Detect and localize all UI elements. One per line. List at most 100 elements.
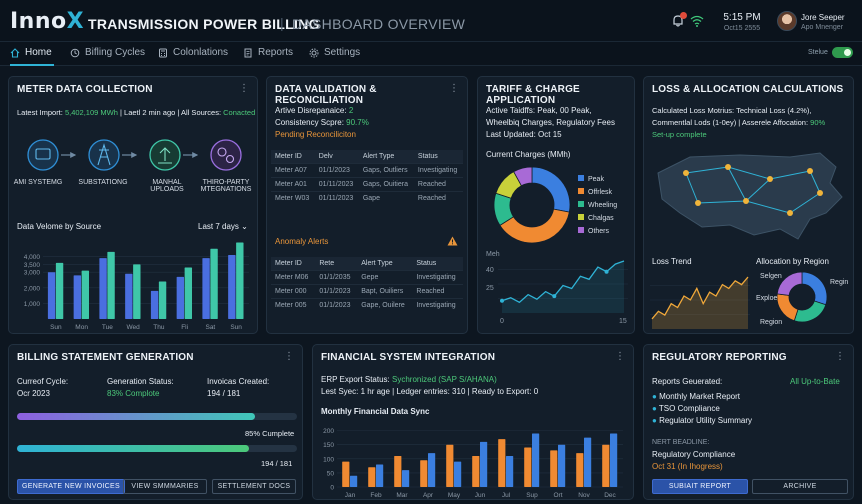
trend-xtick: 15 — [619, 318, 627, 325]
table-row[interactable]: Meter 005 01/1/2023 Gape, Ouilere Investiga… — [271, 298, 463, 312]
y-tick-label: 4,000 — [24, 254, 41, 261]
bar — [73, 275, 82, 319]
deadline-date: Oct 31 (In Ihogress) — [652, 462, 723, 471]
bar — [368, 467, 376, 487]
bar — [446, 444, 454, 487]
report-list: ● Monthly Market Report ● TSO Compliance… — [652, 391, 752, 427]
card-menu-icon[interactable]: ⋮ — [835, 351, 845, 362]
x-tick-label: Nov — [578, 492, 590, 499]
regulatory-card: REGULATORY REPORTING ⋮ Reports Geuerated… — [643, 344, 854, 500]
pie-slice — [776, 293, 799, 322]
bar — [99, 258, 107, 319]
bar — [576, 453, 584, 487]
list-item[interactable]: ● Regulator Utility Summary — [652, 416, 752, 425]
data-point — [552, 294, 557, 299]
anomaly-title: Anomaly Alerts — [275, 237, 329, 246]
bar — [47, 272, 56, 319]
table-row[interactable]: Meter A01 01/11/2023 Gaps, Ouitiera Reached — [271, 177, 463, 192]
y-tick-label: 50 — [327, 470, 335, 477]
x-tick-label: May — [448, 492, 461, 499]
view-summaries-button[interactable]: VIEW SMMMARIES — [123, 479, 207, 494]
legend-label: Peak — [588, 176, 604, 183]
nav-home[interactable]: Home — [10, 47, 52, 58]
submit-report-button[interactable]: SUBIAIT REPORT — [652, 479, 748, 494]
bar — [236, 242, 244, 319]
x-tick-label: Sun — [230, 324, 242, 331]
x-tick-label: Jun — [475, 492, 486, 499]
bar — [158, 281, 167, 319]
card-menu-icon[interactable]: ⋮ — [615, 351, 625, 362]
nav-settings[interactable]: Settings — [309, 47, 360, 58]
x-tick-label: Fli — [181, 324, 188, 331]
billing-card: BILLING STATEMENT GENERATION ⋮ Curreof C… — [8, 344, 303, 500]
alloc-title: Allocation by Region — [756, 257, 829, 266]
legend-label: Chalgas — [588, 215, 614, 222]
legend-item: Others — [578, 225, 617, 238]
generate-invoices-button[interactable]: GENERATE NEW INVOICES — [17, 479, 125, 494]
invoices-label: Invoicas Created: — [207, 377, 270, 386]
volume-title: Data Velome by Source — [17, 222, 102, 231]
x-tick-label: Wed — [127, 324, 141, 331]
app-logo[interactable]: InnoX — [10, 9, 85, 34]
top-bar: InnoX TRANSMISSION POWER BILLING | DASHB… — [0, 0, 862, 42]
table-row[interactable]: Meter 000 01/1/2023 Bapt, Ouiliers Reached — [271, 284, 463, 299]
nav-reports[interactable]: Reports — [243, 47, 293, 58]
home-icon — [10, 47, 20, 58]
bar — [428, 453, 436, 487]
card-title: LOSS & ALLOCATION CALCULATIONS — [652, 84, 844, 95]
source-label-substation: SUBSTATIONG — [78, 179, 128, 186]
list-item[interactable]: ● TSO Compliance — [652, 404, 720, 413]
bar — [150, 290, 159, 319]
user-info[interactable]: Jore Seeper Apo Mnenger — [801, 13, 845, 31]
pie-slice — [801, 271, 828, 306]
bar — [184, 267, 193, 319]
bar — [202, 258, 210, 319]
table-row[interactable]: Meter A07 01/1/2023 Gaps, Outliers Investig… — [271, 163, 463, 178]
nav-billing-cycles[interactable]: Bifling Cycles — [70, 47, 145, 58]
status-toggle[interactable] — [832, 47, 853, 58]
warning-icon — [447, 236, 458, 246]
card-menu-icon[interactable]: ⋮ — [239, 83, 249, 94]
pie-slice — [793, 300, 827, 323]
card-menu-icon[interactable]: ⋮ — [449, 83, 459, 94]
archive-button[interactable]: ARCHIVE — [752, 479, 848, 494]
source-flow-diagram — [27, 139, 242, 171]
clock-time: 5:15 PM — [723, 12, 761, 23]
card-menu-icon[interactable]: ⋮ — [284, 351, 294, 362]
loss-trend-title: Loss Trend — [652, 257, 692, 266]
loss-line-2: Commentlal Lods (1-0ey) | Asserele Affoc… — [652, 118, 826, 127]
title-separator: | — [280, 15, 284, 31]
y-tick-label: 1,000 — [24, 301, 41, 308]
progress-track — [17, 445, 297, 452]
pie-slice — [776, 271, 803, 296]
bar — [376, 464, 384, 487]
tariff-line-2: Wheelbiq Charges, Regulatory Fees — [486, 118, 615, 127]
invoices-value: 194 / 181 — [207, 389, 241, 398]
monthly-sync-title: Monthly Financial Data Sync — [321, 407, 430, 416]
data-point — [604, 269, 609, 274]
region-label: Region — [760, 319, 783, 326]
x-tick-label: Feb — [370, 492, 382, 499]
loss-line-3: Set-up complete — [652, 130, 707, 139]
x-tick-label: Jan — [345, 492, 356, 499]
chevron-down-icon: ⌄ — [241, 222, 248, 231]
bar — [81, 270, 90, 319]
bar — [584, 437, 592, 487]
avatar[interactable] — [777, 11, 797, 31]
list-item[interactable]: ● Monthly Market Report — [652, 392, 740, 401]
progress-fill — [17, 445, 250, 452]
card-title: TARIFF & CHARGE APPLICATION — [486, 84, 580, 106]
notification-bell-icon[interactable] — [671, 14, 685, 28]
y-tick-label: 3,000 — [24, 270, 41, 277]
validation-card: DATA VALIDATION & RECONCILIATION ⋮ Artiv… — [266, 76, 468, 334]
table-row[interactable]: Meter M06 01/1/2035 Gepe Investigating — [271, 270, 463, 285]
bar — [498, 439, 506, 487]
series-line — [501, 260, 625, 304]
range-select[interactable]: Last 7 days ⌄ — [198, 222, 248, 231]
clock-date: Oct15 2555 — [723, 25, 761, 32]
reports-generated-label: Reports Geuerated: — [652, 377, 723, 386]
calculator-icon — [159, 48, 167, 57]
table-row[interactable]: Meter W03 01/11/2023 Gape Reached — [271, 191, 463, 205]
nav-calculations[interactable]: Colonlations — [158, 47, 228, 58]
settlement-docs-button[interactable]: SETTLEMENT DOCS — [212, 479, 296, 494]
